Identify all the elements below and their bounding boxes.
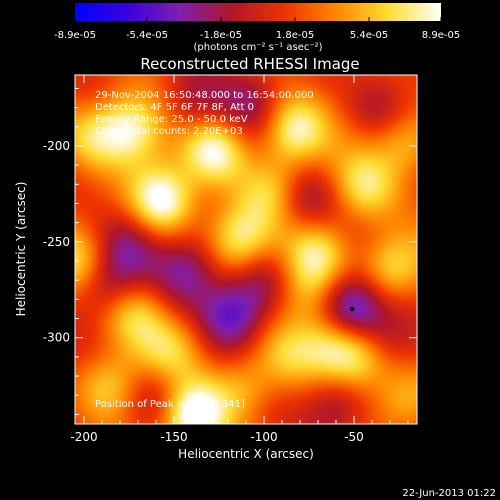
info-line: Clean Total counts: 2.20E+03 bbox=[95, 126, 243, 137]
info-lines: 29-Nov-2004 16:50:48.000 to 16:54:00.000… bbox=[95, 90, 314, 137]
colorbar-tick-label: -8.9e-05 bbox=[54, 30, 96, 41]
chart-title: Reconstructed RHESSI Image bbox=[140, 55, 359, 73]
x-tick-label: -100 bbox=[250, 430, 277, 444]
info-line: Energy Range: 25.0 - 50.0 keV bbox=[95, 114, 248, 125]
x-axis: -200 -150 -100 -50 bbox=[70, 75, 409, 444]
y-axis-label: Heliocentric Y (arcsec) bbox=[14, 182, 28, 317]
y-tick-label: -200 bbox=[43, 139, 70, 153]
colorbar: -8.9e-05 -5.4e-05 -1.8e-05 1.8e-05 5.4e-05 8.… bbox=[54, 3, 460, 53]
colorbar-gradient bbox=[75, 3, 441, 21]
colorbar-tick-label: -5.4e-05 bbox=[126, 30, 168, 41]
info-line: 29-Nov-2004 16:50:48.000 to 16:54:00.000 bbox=[95, 90, 314, 101]
x-tick-label: -50 bbox=[344, 430, 364, 444]
footer-timestamp: 22-Jun-2013 01:22 bbox=[402, 488, 496, 499]
heatmap-area: -200 -150 -100 -50 -200 -250 -300 bbox=[43, 74, 418, 444]
info-line: Detectors: 4F 5F 6F 7F 8F, Att 0 bbox=[95, 102, 254, 113]
colorbar-units-label: (photons cm⁻² s⁻¹ asec⁻²) bbox=[193, 42, 322, 53]
x-axis-label: Heliocentric X (arcsec) bbox=[178, 447, 314, 461]
colorbar-tick-label: 5.4e-05 bbox=[350, 30, 388, 41]
y-tick-label: -250 bbox=[43, 235, 70, 249]
marker-dot bbox=[350, 306, 355, 312]
peak-position-label: Position of Peak = [-140,-341] bbox=[95, 399, 245, 410]
colorbar-tick-label: 8.9e-05 bbox=[422, 30, 460, 41]
colorbar-tick-label: 1.8e-05 bbox=[276, 30, 314, 41]
x-tick-label: -150 bbox=[160, 430, 187, 444]
colorbar-ticks: -8.9e-05 -5.4e-05 -1.8e-05 1.8e-05 5.4e-05 8.… bbox=[54, 17, 460, 41]
x-tick-label: -200 bbox=[70, 430, 97, 444]
source-marks bbox=[350, 306, 355, 312]
y-axis: -200 -250 -300 bbox=[43, 87, 417, 415]
colorbar-tick-label: -1.8e-05 bbox=[200, 30, 242, 41]
y-tick-label: -300 bbox=[43, 331, 70, 345]
heatmap-image bbox=[75, 75, 417, 424]
